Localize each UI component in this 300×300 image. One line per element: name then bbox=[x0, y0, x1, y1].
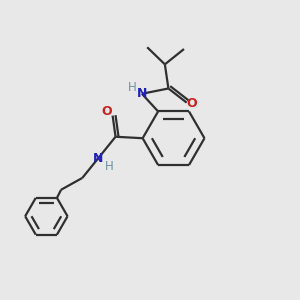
Text: H: H bbox=[128, 81, 137, 94]
Text: O: O bbox=[187, 97, 197, 110]
Text: N: N bbox=[137, 87, 147, 100]
Text: O: O bbox=[101, 105, 112, 118]
Text: N: N bbox=[93, 152, 104, 165]
Text: H: H bbox=[105, 160, 114, 173]
